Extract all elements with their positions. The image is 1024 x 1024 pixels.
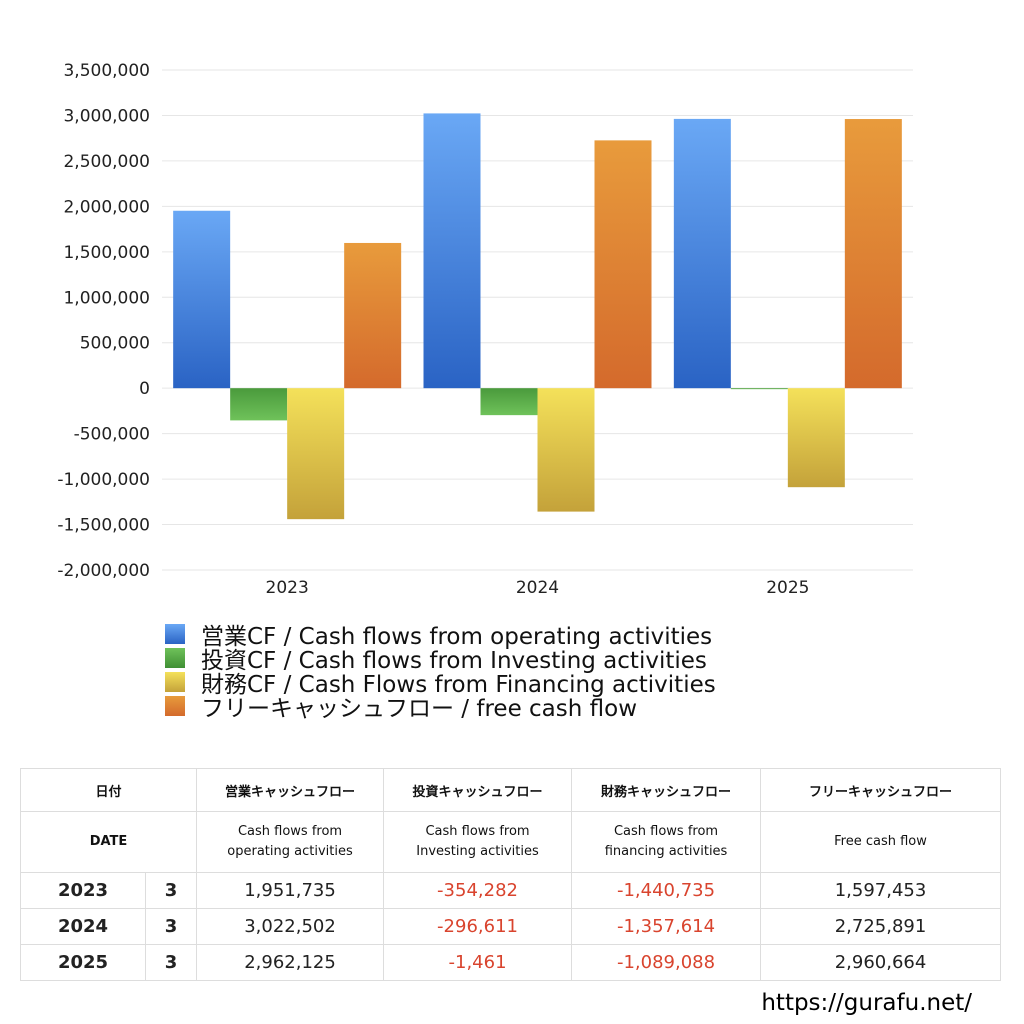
y-tick-label: 3,000,000	[63, 106, 150, 126]
month-cell: 3	[144, 944, 198, 981]
investing-cell: -1,461	[383, 944, 573, 981]
legend-label-investing: 投資CF / Cash flows from Investing activit…	[201, 648, 707, 674]
bar-free-2023	[344, 242, 402, 389]
x-tick-label: 2024	[516, 578, 559, 598]
x-axis-ticks: 2023 2024 2025	[266, 578, 810, 598]
header-financing-jp: 財務キャッシュフロー	[571, 768, 762, 812]
header-operating-en-line1: Cash flows from	[237, 824, 343, 839]
y-tick-label: 2,000,000	[63, 197, 150, 217]
legend-item-operating: 営業CF / Cash flows from operating activit…	[165, 622, 716, 650]
bar-free-2025	[844, 119, 902, 389]
year-cell: 2023	[20, 872, 146, 909]
header-investing-en-line2: Investing activities	[416, 844, 539, 859]
operating-cell: 3,022,502	[196, 908, 385, 945]
operating-cell: 1,951,735	[196, 872, 385, 909]
y-tick-label: 1,500,000	[63, 243, 150, 263]
legend-label-operating: 営業CF / Cash flows from operating activit…	[201, 624, 713, 650]
y-tick-label: 1,000,000	[63, 288, 150, 308]
legend-label-free: フリーキャッシュフロー / free cash flow	[201, 696, 638, 722]
legend-swatch-operating	[165, 624, 185, 644]
month-cell: 3	[144, 872, 198, 909]
bar-investing-2024	[480, 388, 538, 416]
header-investing-en: Cash flows from Investing activities	[383, 811, 573, 873]
legend-item-free: フリーキャッシュフロー / free cash flow	[165, 694, 716, 722]
header-free-jp: フリーキャッシュフロー	[760, 768, 1002, 812]
table-header-en: DATE Cash flows from operating activities…	[19, 811, 1002, 873]
y-tick-label: 2,500,000	[63, 152, 150, 172]
header-operating-en-line2: operating activities	[227, 844, 353, 859]
header-operating-jp: 営業キャッシュフロー	[196, 768, 385, 812]
cash-flow-bar-chart: 3,500,000 3,000,000 2,500,000 2,000,000 1,50…	[57, 61, 913, 598]
header-investing-jp: 投資キャッシュフロー	[383, 768, 573, 812]
year-cell: 2025	[20, 944, 146, 981]
free-cell: 2,960,664	[760, 944, 1002, 981]
bar-financing-2024	[537, 388, 595, 512]
y-tick-label: -2,000,000	[57, 561, 150, 581]
header-financing-en: Cash flows from financing activities	[571, 811, 762, 873]
financing-cell: -1,089,088	[571, 944, 762, 981]
header-investing-en-line1: Cash flows from	[425, 824, 530, 839]
table-row: 2025 3 2,962,125 -1,461 -1,089,088 2,960…	[20, 944, 1002, 981]
x-tick-label: 2023	[266, 578, 309, 598]
y-axis-ticks: 3,500,000 3,000,000 2,500,000 2,000,000 1,50…	[57, 61, 150, 581]
y-tick-label: 500,000	[80, 334, 150, 354]
y-tick-label: 3,500,000	[63, 61, 150, 81]
financing-cell: -1,357,614	[571, 908, 762, 945]
bar-financing-2023	[287, 388, 345, 520]
header-free-en: Free cash flow	[760, 811, 1002, 873]
header-date-jp: 日付	[19, 768, 198, 812]
y-tick-label: -500,000	[74, 425, 150, 445]
legend-item-investing: 投資CF / Cash flows from Investing activit…	[165, 646, 716, 674]
table-row: 2024 3 3,022,502 -296,611 -1,357,614 2,7…	[20, 908, 1002, 945]
header-date-en: DATE	[19, 811, 198, 873]
legend-item-financing: 財務CF / Cash Flows from Financing activit…	[165, 670, 716, 698]
investing-cell: -296,611	[383, 908, 573, 945]
free-cell: 1,597,453	[760, 872, 1002, 909]
financing-cell: -1,440,735	[571, 872, 762, 909]
x-tick-label: 2025	[766, 578, 809, 598]
header-financing-en-line2: financing activities	[604, 844, 728, 859]
bars	[173, 113, 902, 520]
bar-investing-2023	[230, 388, 288, 421]
year-cell: 2024	[20, 908, 146, 945]
bar-operating-2025	[673, 118, 731, 389]
investing-cell: -354,282	[383, 872, 573, 909]
header-financing-en-line1: Cash flows from	[613, 824, 719, 839]
table-row: 2023 3 1,951,735 -354,282 -1,440,735 1,5…	[20, 872, 1002, 909]
y-tick-label: -1,500,000	[57, 516, 150, 536]
legend-swatch-investing	[165, 648, 185, 668]
operating-cell: 2,962,125	[196, 944, 385, 981]
free-cell: 2,725,891	[760, 908, 1002, 945]
bar-operating-2024	[423, 113, 481, 389]
y-tick-label: -1,000,000	[57, 470, 150, 490]
bar-operating-2023	[173, 210, 231, 389]
bar-financing-2025	[787, 388, 845, 488]
chart-legend: 営業CF / Cash flows from operating activit…	[165, 622, 716, 722]
month-cell: 3	[144, 908, 198, 945]
y-tick-label: 0	[139, 379, 150, 399]
cash-flow-table: 日付 営業キャッシュフロー 投資キャッシュフロー 財務キャッシュフロー フリーキ…	[19, 768, 1002, 981]
legend-label-financing: 財務CF / Cash Flows from Financing activit…	[201, 672, 716, 698]
table-header-jp: 日付 営業キャッシュフロー 投資キャッシュフロー 財務キャッシュフロー フリーキ…	[19, 768, 1002, 812]
legend-swatch-financing	[165, 672, 185, 692]
source-url[interactable]: https://gurafu.net/	[761, 990, 972, 1016]
bar-investing-2025	[730, 388, 788, 390]
header-operating-en: Cash flows from operating activities	[196, 811, 385, 873]
legend-swatch-free	[165, 696, 185, 716]
bar-free-2024	[594, 140, 652, 389]
